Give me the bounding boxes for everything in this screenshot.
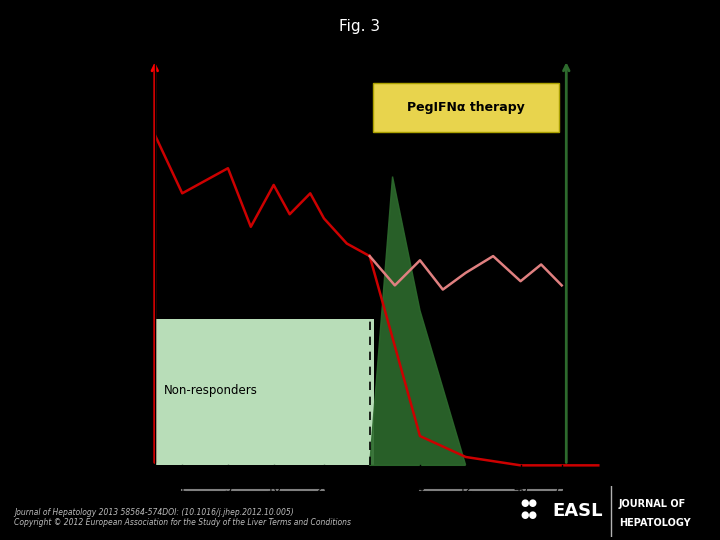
Text: 72: 72	[554, 482, 570, 495]
Text: Years: Years	[235, 507, 271, 520]
Text: 5: 5	[224, 482, 232, 495]
FancyBboxPatch shape	[373, 83, 559, 132]
Text: PegIFNα therapy: PegIFNα therapy	[407, 101, 525, 114]
Text: JOURNAL OF: JOURNAL OF	[619, 499, 686, 509]
Text: HEPATOLOGY: HEPATOLOGY	[619, 518, 690, 528]
Text: 20: 20	[317, 482, 331, 495]
Text: 1: 1	[179, 482, 186, 495]
Text: Serum viral load: Serum viral load	[84, 217, 97, 320]
Polygon shape	[369, 177, 466, 465]
Text: Journal of Hepatology 2013 58564-574DOI: (10.1016/j.jhep.2012.10.005): Journal of Hepatology 2013 58564-574DOI:…	[14, 508, 294, 517]
Text: 10: 10	[266, 482, 281, 495]
Text: Time: Time	[635, 459, 665, 472]
Text: ●●
●●: ●● ●●	[520, 498, 537, 520]
Text: 48: 48	[513, 482, 528, 495]
Text: 4: 4	[416, 482, 424, 495]
Text: Fig. 3: Fig. 3	[339, 19, 381, 34]
Bar	[155, 319, 374, 465]
Text: 4 hours: 4 hours	[364, 516, 400, 540]
Text: Copyright © 2012 European Association for the Study of the Liver Terms and Condi: Copyright © 2012 European Association fo…	[14, 518, 351, 528]
Text: Responders: Responders	[429, 208, 498, 221]
Text: 12: 12	[458, 482, 473, 495]
Text: Non-responders: Non-responders	[164, 383, 258, 396]
Text: Weeks: Weeks	[469, 507, 513, 520]
Text: EASL: EASL	[552, 502, 603, 519]
Text: Interferon-stimulated genes: Interferon-stimulated genes	[619, 186, 632, 352]
